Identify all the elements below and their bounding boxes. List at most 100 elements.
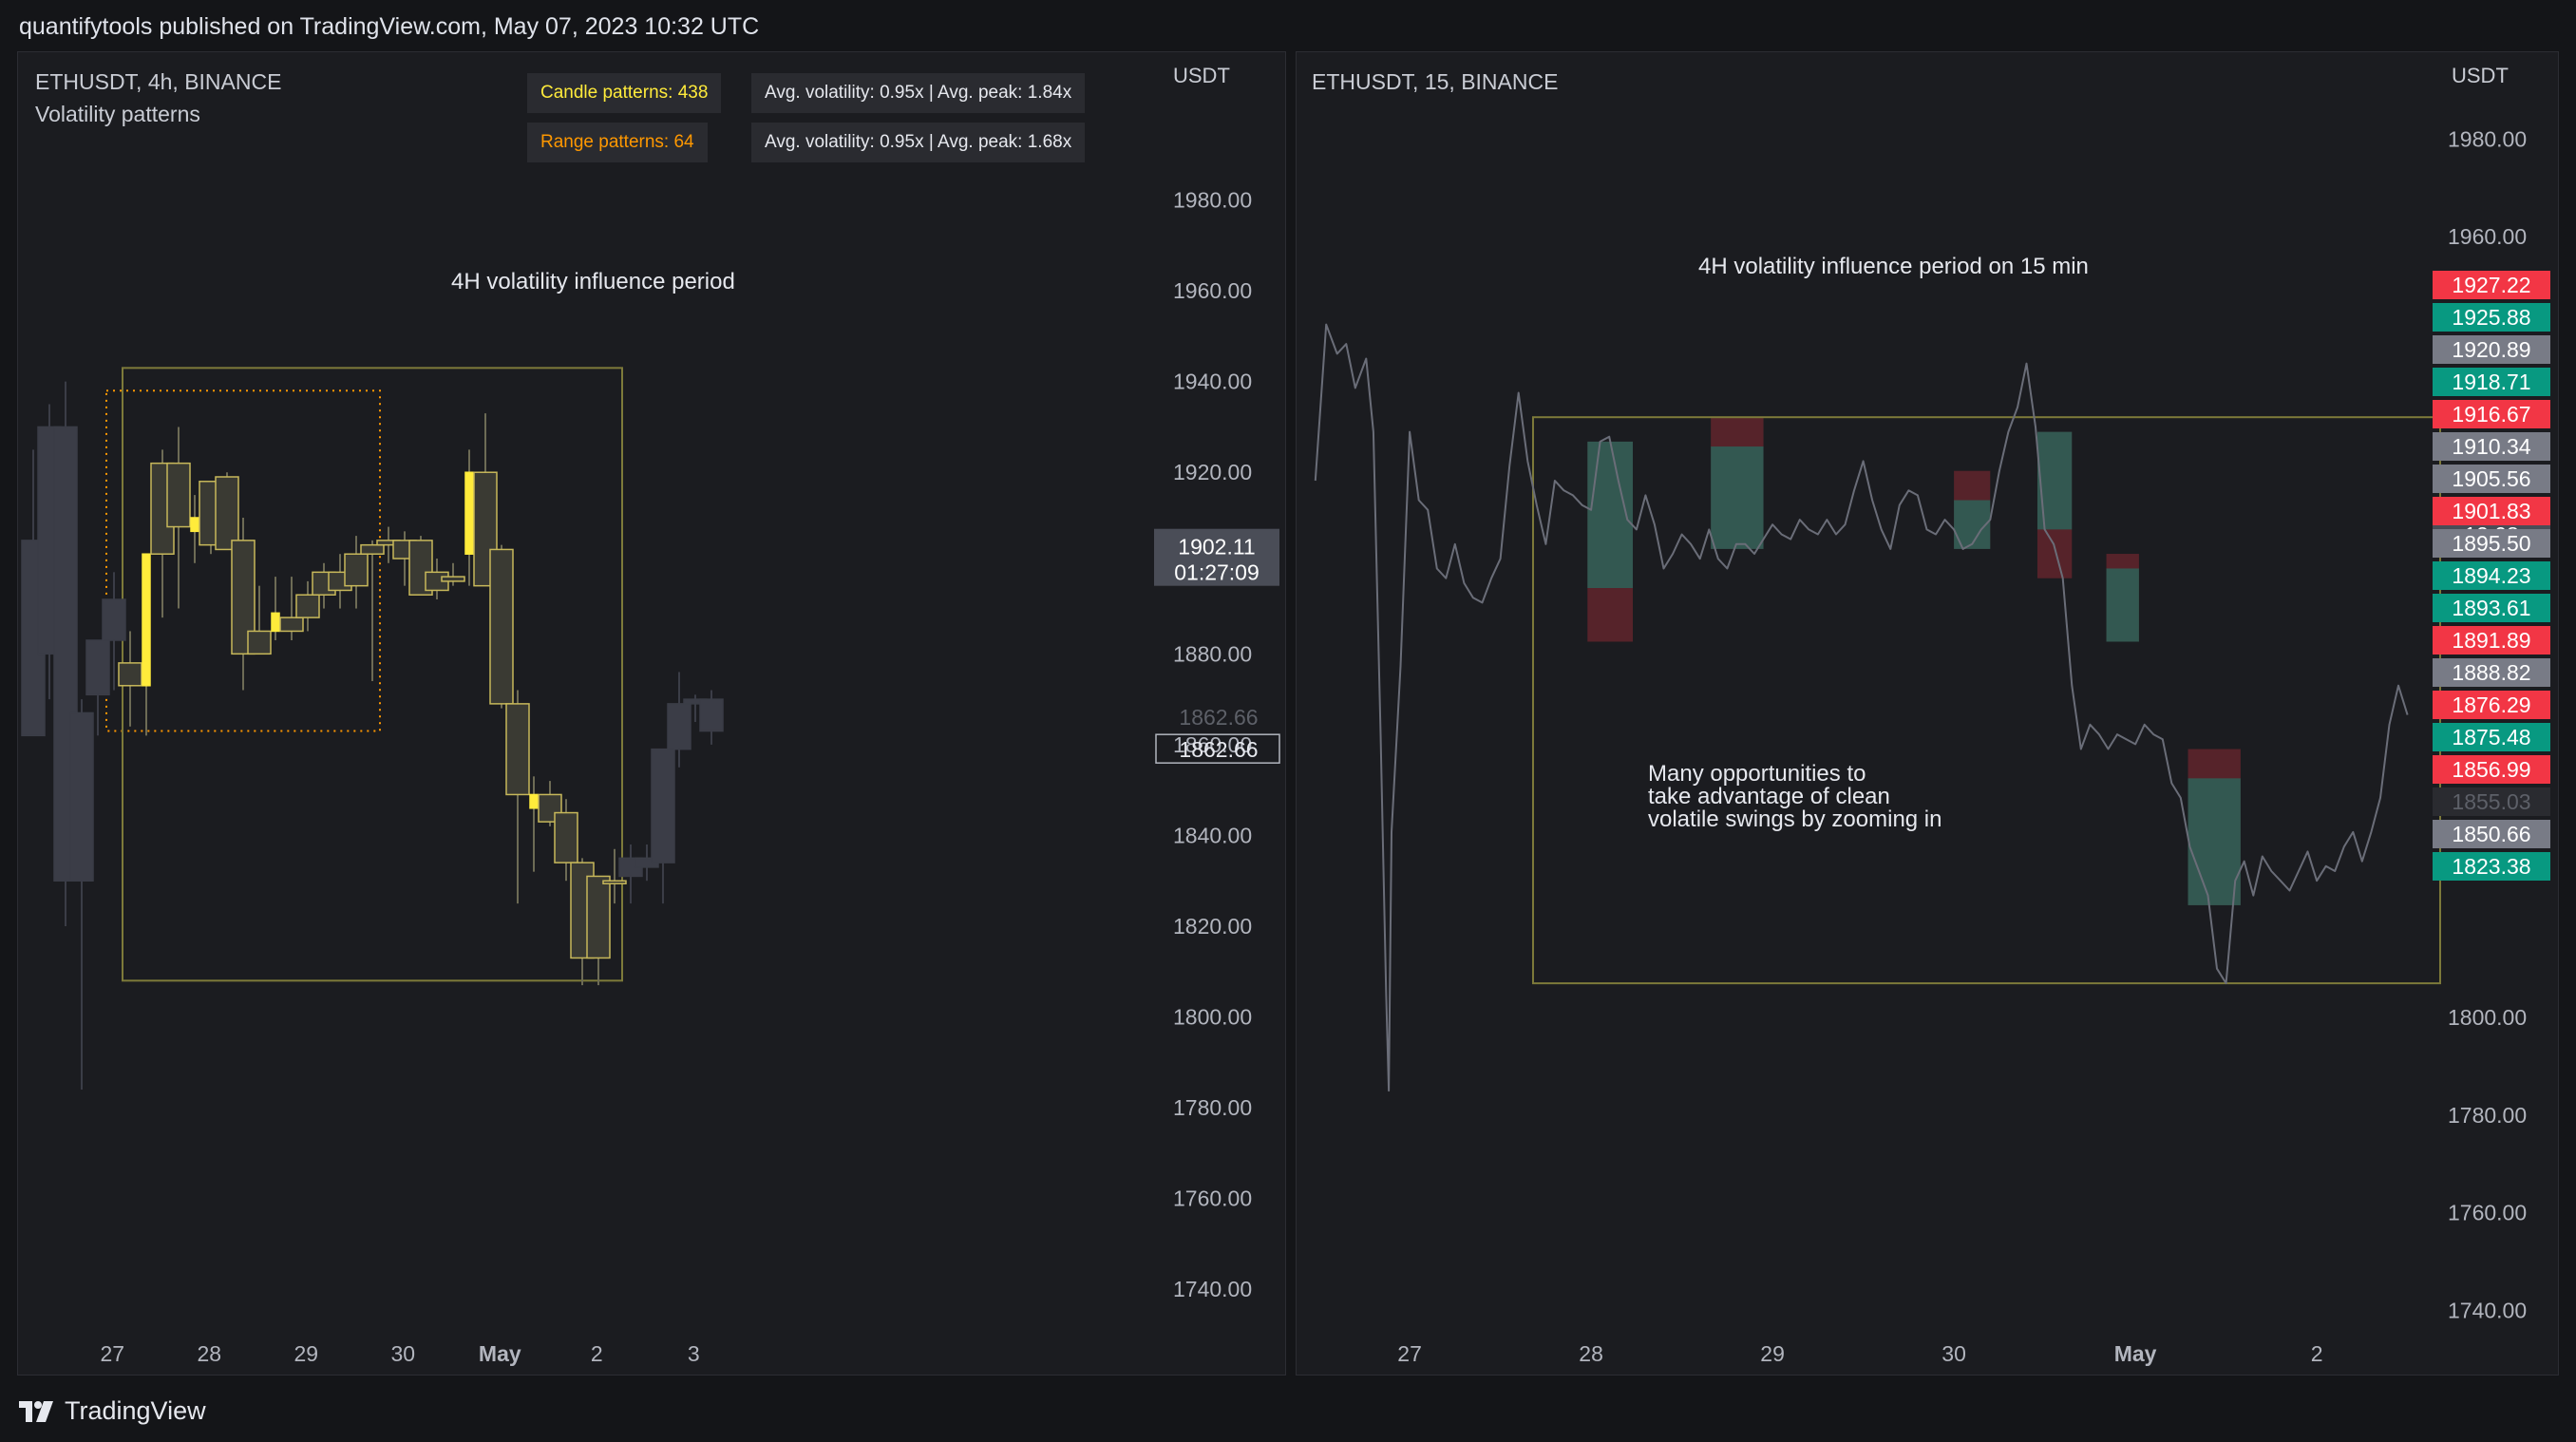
time-tick-label: 29 <box>1760 1341 1785 1366</box>
price-marker <box>2433 400 2550 428</box>
chart-panel-15m[interactable]: 1740.00 1760.00 1780.00 1800.00 1960.00 1980.… <box>1296 51 2559 1376</box>
price-marker <box>2433 561 2550 590</box>
time-tick-label: 30 <box>391 1341 416 1366</box>
price-marker <box>2433 820 2550 848</box>
volatility-zone-green <box>1711 446 1764 549</box>
candle-body <box>667 703 691 750</box>
price-tick-label: 1780.00 <box>1173 1095 1252 1120</box>
price-marker-label: 1893.61 <box>2452 596 2530 620</box>
candle-body <box>69 712 94 882</box>
price-marker <box>2433 723 2550 751</box>
volatility-pattern-candle <box>271 612 280 633</box>
price-marker <box>2433 691 2550 719</box>
time-tick-label: 2 <box>591 1341 603 1366</box>
volatility-zone-red <box>1954 470 1991 549</box>
volatility-zone-green <box>2188 778 2241 905</box>
volatility-zone-green <box>2106 568 2139 642</box>
price-marker <box>2433 432 2550 461</box>
influence-period-annotation: 4H volatility influence period <box>451 269 735 294</box>
price-marker <box>2433 465 2550 493</box>
tradingview-brand[interactable]: TradingView <box>19 1396 206 1426</box>
time-tick-label: 3 <box>688 1341 700 1366</box>
range-patterns-count: Range patterns: 64 <box>527 123 708 162</box>
chart-panel-4h[interactable]: 1740.00 1760.00 1780.00 1800.00 1820.00 1840.… <box>17 51 1286 1376</box>
volatility-pattern-candle <box>464 471 474 555</box>
candle-body <box>279 617 304 633</box>
candle-patterns-count: Candle patterns: 438 <box>527 73 722 113</box>
chart-canvas-4h[interactable]: 1740.00 1760.00 1780.00 1800.00 1820.00 1840.… <box>18 52 1285 1375</box>
price-tick-label: 1760.00 <box>2448 1201 2527 1225</box>
note-line: take advantage of clean <box>1648 784 1890 809</box>
volatility-zone-green <box>1587 441 1634 588</box>
price-tick-label: 1960.00 <box>2448 224 2527 249</box>
price-marker-label: 1901.83 <box>2452 499 2530 523</box>
price-marker <box>2433 335 2550 364</box>
note-line: Many opportunities to <box>1648 761 1866 787</box>
price-marker <box>2433 787 2550 816</box>
indicator-name[interactable]: Volatility patterns <box>35 102 200 126</box>
candle-body <box>53 426 78 882</box>
time-tick-label: May <box>2114 1341 2157 1366</box>
candle-body <box>344 553 369 587</box>
price-marker <box>2433 303 2550 332</box>
opportunity-note: Many opportunities to take advantage of … <box>1648 763 1941 831</box>
candle-body <box>102 598 126 641</box>
price-marker-label: 1855.03 <box>2452 789 2530 814</box>
candle-body <box>489 548 514 705</box>
price-marker-label: 1920.89 <box>2452 337 2530 362</box>
time-tick-label: 28 <box>1579 1341 1603 1366</box>
price-marker-label: 1918.71 <box>2452 370 2530 394</box>
time-tick-label: May <box>479 1341 521 1366</box>
brand-name: TradingView <box>65 1396 206 1425</box>
candle-body <box>554 811 578 863</box>
candle-patterns-stats: Avg. volatility: 0.95x | Avg. peak: 1.84… <box>751 73 1086 113</box>
candle-body <box>505 703 530 796</box>
candle-body <box>85 639 110 696</box>
price-tick-label: 1960.00 <box>1173 278 1252 303</box>
price-tick-label: 1860.00 <box>1173 732 1252 757</box>
price-axis-unit: USDT <box>2452 64 2509 87</box>
chart-canvas-15m[interactable]: 1740.00 1760.00 1780.00 1800.00 1960.00 1980.… <box>1297 52 2558 1375</box>
price-tick-label: 1980.00 <box>1173 188 1252 213</box>
candle-body <box>586 875 611 959</box>
price-tick-label: 1940.00 <box>1173 370 1252 394</box>
price-marker-label: 1823.38 <box>2452 854 2530 879</box>
price-tick-label: 1880.00 <box>1173 641 1252 666</box>
volatility-pattern-candle <box>142 553 151 687</box>
price-marker-label: 1875.48 <box>2452 725 2530 749</box>
ghost-price-label: 1862.66 <box>1179 737 1258 762</box>
volatility-zone-red <box>2188 749 2241 905</box>
candle-body <box>295 594 320 618</box>
price-marker <box>2433 626 2550 655</box>
price-marker-label: 1925.88 <box>2452 305 2530 330</box>
current-price-tag <box>1154 528 1279 586</box>
price-tick-label: 1760.00 <box>1173 1186 1252 1211</box>
price-marker-label: 1876.29 <box>2452 693 2530 717</box>
price-marker-label: 1927.22 <box>2452 273 2530 297</box>
publish-line: quantifytools published on TradingView.c… <box>19 13 760 40</box>
time-tick-label: 30 <box>1941 1341 1966 1366</box>
price-marker-label: 1888.82 <box>2452 660 2530 685</box>
candle-body <box>166 462 191 528</box>
candle-body <box>699 698 724 732</box>
candle-body <box>215 476 239 551</box>
volatility-pattern-candle <box>529 793 539 809</box>
price-tick-label: 1740.00 <box>2448 1298 2527 1322</box>
price-marker-label: 1891.89 <box>2452 628 2530 653</box>
range-pattern-box <box>105 389 381 732</box>
price-marker <box>2433 497 2550 525</box>
price-marker-label: 1916.67 <box>2452 402 2530 427</box>
price-marker <box>2433 658 2550 687</box>
price-marker-label: 1894.23 <box>2452 563 2530 588</box>
price-marker <box>2433 271 2550 299</box>
price-tick-label: 1780.00 <box>2448 1103 2527 1128</box>
price-marker-label: 1905.56 <box>2452 466 2530 491</box>
time-tick-label: 27 <box>101 1341 125 1366</box>
price-tick-label: 1820.00 <box>1173 914 1252 939</box>
volatility-zone-red <box>2106 554 2139 642</box>
price-tick-label: 1740.00 <box>1173 1277 1252 1301</box>
range-patterns-stats: Avg. volatility: 0.95x | Avg. peak: 1.68… <box>751 123 1086 162</box>
note-line: volatile swings by zooming in <box>1648 806 1942 832</box>
price-marker-label: 1895.50 <box>2452 531 2530 556</box>
time-tick-label: 28 <box>198 1341 222 1366</box>
